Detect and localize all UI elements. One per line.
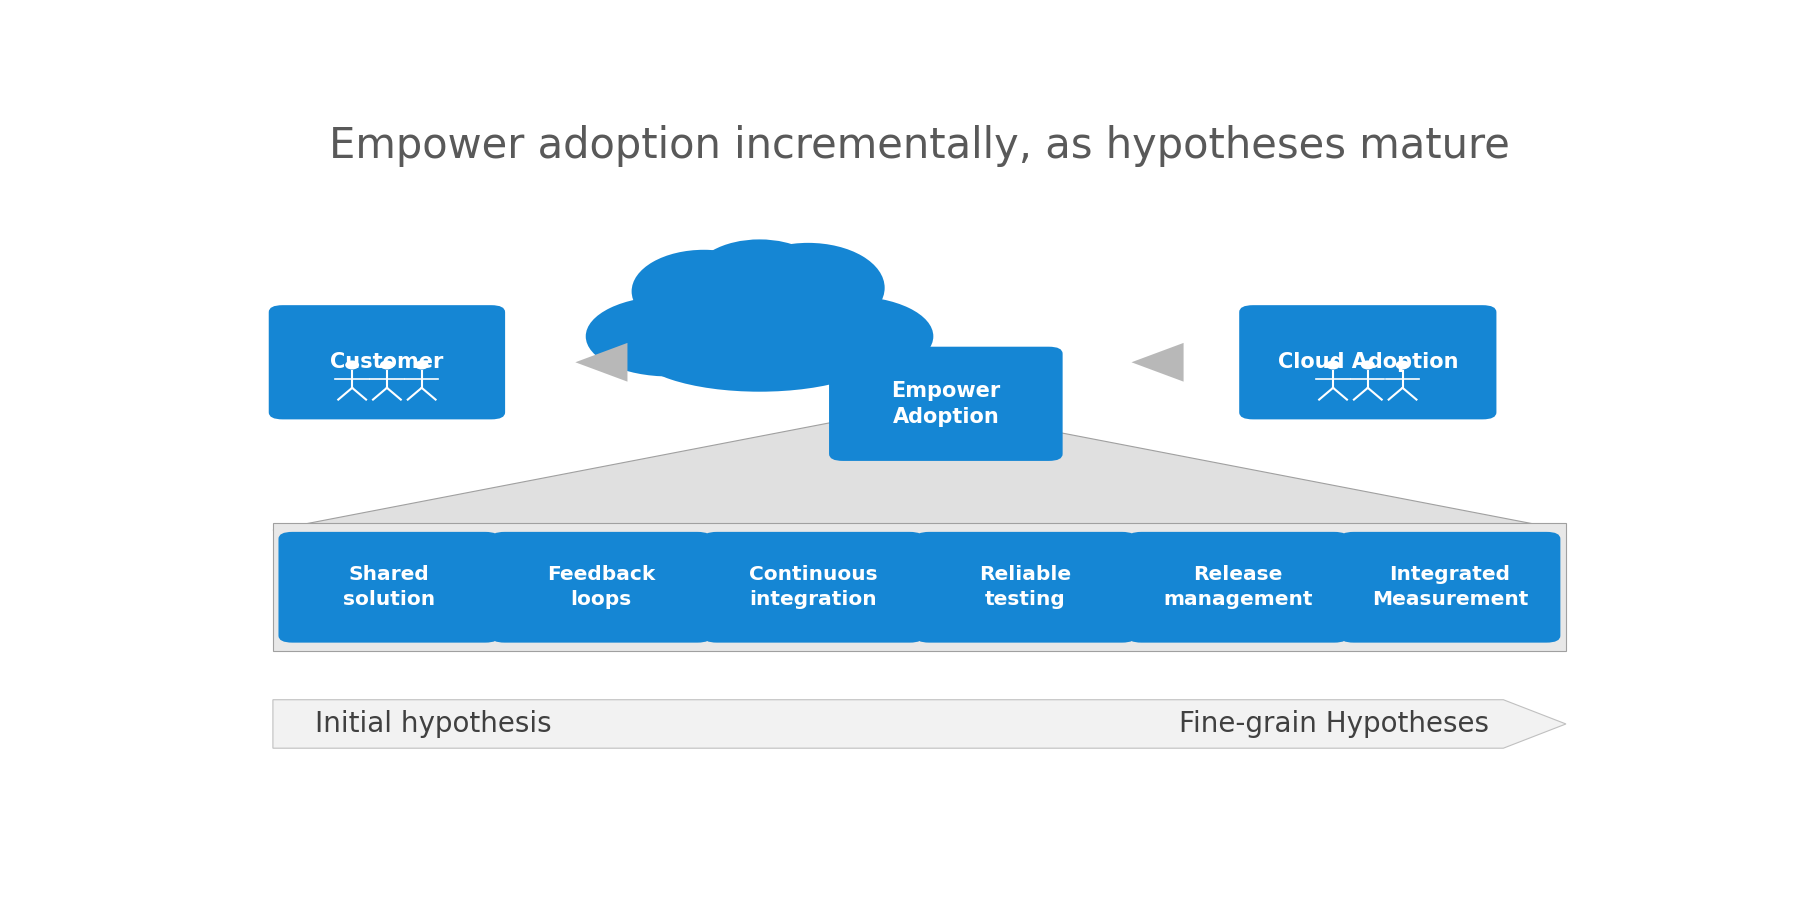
Text: Reliable
testing: Reliable testing (980, 565, 1071, 610)
FancyBboxPatch shape (278, 532, 499, 643)
FancyBboxPatch shape (1240, 305, 1496, 419)
FancyBboxPatch shape (915, 532, 1136, 643)
Text: Continuous
integration: Continuous integration (748, 565, 877, 610)
Ellipse shape (635, 308, 884, 392)
Text: Customer: Customer (330, 352, 443, 372)
FancyBboxPatch shape (1127, 532, 1347, 643)
Ellipse shape (380, 360, 395, 369)
Text: Empower
Adoption: Empower Adoption (892, 380, 1001, 427)
FancyBboxPatch shape (269, 305, 506, 419)
Ellipse shape (766, 296, 933, 377)
Ellipse shape (344, 360, 359, 369)
Text: Feedback
loops: Feedback loops (547, 565, 655, 610)
Text: Shared
solution: Shared solution (343, 565, 434, 610)
Ellipse shape (669, 267, 850, 357)
Text: Empower adoption incrementally, as hypotheses mature: Empower adoption incrementally, as hypot… (328, 125, 1511, 167)
Ellipse shape (732, 243, 884, 333)
Text: Cloud Adoption: Cloud Adoption (1277, 352, 1459, 372)
FancyBboxPatch shape (273, 523, 1566, 651)
Polygon shape (273, 405, 1566, 530)
FancyBboxPatch shape (703, 532, 924, 643)
Text: Integrated
Measurement: Integrated Measurement (1372, 565, 1528, 610)
Text: Fine-grain Hypotheses: Fine-grain Hypotheses (1179, 710, 1489, 738)
Polygon shape (1132, 343, 1184, 382)
FancyBboxPatch shape (1340, 532, 1561, 643)
Polygon shape (576, 343, 628, 382)
Ellipse shape (414, 360, 429, 369)
Ellipse shape (692, 239, 827, 316)
Ellipse shape (631, 250, 777, 333)
Text: Release
management: Release management (1163, 565, 1313, 610)
Ellipse shape (1362, 360, 1374, 369)
Ellipse shape (1326, 360, 1340, 369)
Text: Initial hypothesis: Initial hypothesis (314, 710, 551, 738)
FancyBboxPatch shape (829, 347, 1062, 461)
FancyBboxPatch shape (492, 532, 712, 643)
Ellipse shape (1396, 360, 1410, 369)
Polygon shape (273, 699, 1566, 748)
Ellipse shape (585, 296, 753, 377)
